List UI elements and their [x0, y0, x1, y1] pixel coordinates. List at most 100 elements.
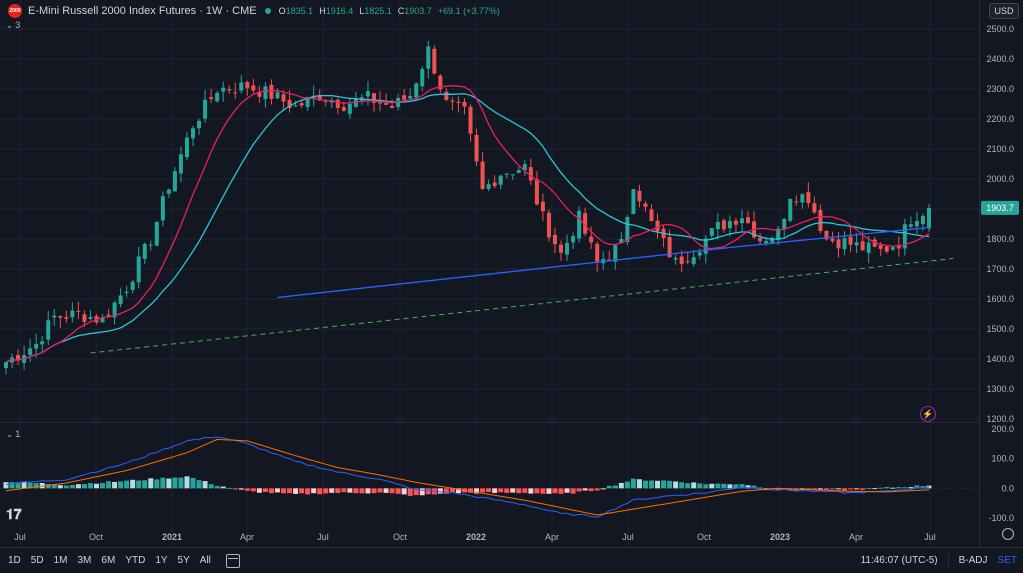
chevron-down-icon: ⌄: [5, 428, 14, 439]
indicators-toggle-button[interactable]: ⌄ 3: [5, 19, 21, 31]
price-tick-label: 1200.0: [986, 414, 1014, 424]
candle-body: [438, 75, 443, 90]
candle-body: [227, 89, 232, 91]
candle-body: [914, 221, 919, 227]
macd-histogram-bar: [842, 488, 848, 491]
macd-histogram-bar: [148, 478, 154, 489]
macd-histogram-bar: [823, 488, 829, 490]
macd-histogram-bar: [540, 488, 546, 494]
symbol-title[interactable]: E-Mini Russell 2000 Index Futures · 1W ·…: [28, 5, 257, 17]
range-button-5y[interactable]: 5Y: [177, 555, 190, 566]
range-button-1y[interactable]: 1Y: [155, 555, 168, 566]
range-button-6m[interactable]: 6M: [101, 555, 116, 566]
candle-body: [293, 105, 298, 107]
macd-histogram-bar: [576, 488, 582, 492]
range-button-1d[interactable]: 1D: [8, 555, 21, 566]
currency-selector[interactable]: USD: [989, 3, 1019, 19]
pane-separator[interactable]: [0, 422, 979, 423]
macd-histogram-bar: [655, 480, 661, 489]
macd-histogram-bar: [81, 484, 87, 489]
macd-histogram-bar: [214, 485, 220, 489]
price-axis[interactable]: 2500.02400.02300.02200.02100.02000.01900…: [981, 24, 1019, 424]
macd-histogram-bar: [226, 487, 232, 489]
candle-body: [667, 236, 672, 258]
open-value: 1835.1: [285, 6, 314, 16]
symbol-logo-icon[interactable]: 2000: [8, 4, 22, 18]
macd-histogram-bar: [890, 487, 896, 489]
session-toggle[interactable]: SET: [997, 555, 1017, 566]
candle-body: [758, 237, 763, 242]
macd-histogram-bar: [281, 488, 287, 494]
candle-body: [673, 258, 678, 260]
candle-body: [184, 137, 189, 158]
badj-toggle[interactable]: B-ADJ: [958, 555, 988, 566]
candle-body: [4, 362, 8, 369]
tradingview-logo-icon[interactable]: 𝟏𝟕: [6, 506, 22, 522]
candle-body: [82, 314, 87, 322]
range-button-ytd[interactable]: YTD: [125, 555, 146, 566]
macd-histogram-bar: [9, 482, 15, 489]
macd-histogram-bar: [661, 480, 667, 489]
macd-histogram-bar: [407, 488, 413, 496]
range-button-all[interactable]: All: [199, 555, 211, 566]
macd-histogram-bar: [805, 488, 811, 490]
macd-histogram-bar: [274, 488, 280, 493]
candle-body: [607, 259, 612, 261]
macd-histogram-bar: [926, 485, 932, 489]
candle-body: [920, 215, 925, 225]
lightning-icon[interactable]: ⚡: [920, 406, 936, 422]
candle-body: [444, 91, 449, 101]
range-button-5d[interactable]: 5D: [30, 555, 44, 566]
candle-body: [589, 236, 594, 243]
clock-time[interactable]: 11:46:07 (UTC-5): [860, 555, 938, 566]
macd-indicators-toggle-button[interactable]: ⌄ 1: [5, 428, 21, 440]
candle-body: [522, 164, 527, 171]
calendar-icon[interactable]: [225, 553, 240, 568]
candle-body: [498, 175, 503, 185]
macd-histogram-bar: [697, 483, 703, 489]
market-status-icon[interactable]: [264, 8, 271, 14]
macd-histogram-bar: [124, 480, 130, 489]
macd-histogram-bar: [829, 488, 835, 490]
candle-body: [178, 154, 183, 174]
candle-body: [770, 238, 775, 243]
candle-body: [408, 95, 413, 99]
macd-histogram-bar: [612, 485, 618, 489]
macd-histogram-bar: [413, 488, 419, 496]
gear-icon[interactable]: [1002, 528, 1014, 540]
macd-histogram-bar: [353, 488, 359, 494]
candle-body: [727, 221, 732, 229]
range-button-3m[interactable]: 3M: [77, 555, 92, 566]
macd-histogram-bar: [872, 488, 878, 490]
candle-body: [794, 201, 799, 203]
macd-histogram-bar: [190, 477, 196, 489]
candle-body: [927, 207, 931, 229]
macd-histogram-bar: [455, 488, 461, 494]
macd-axis[interactable]: 200.0 100.0 0.0 -100.0: [988, 424, 1014, 523]
candle-body: [281, 94, 286, 102]
price-tick-label: 1600.0: [986, 294, 1014, 304]
macd-histogram-bar: [419, 488, 425, 496]
macd-histogram-bar: [389, 488, 395, 494]
candle-body: [721, 220, 726, 230]
candle-body: [420, 68, 425, 87]
macd-histogram-bar: [715, 483, 721, 489]
candle-body: [848, 236, 853, 245]
macd-histogram-bar: [449, 488, 455, 493]
ohlc-values: O1835.1 H1916.4 L1825.1 C1903.7 +69.1 (+…: [278, 6, 500, 16]
candle-body: [902, 224, 907, 249]
macd-histogram-bar: [268, 488, 274, 494]
status-area: 11:46:07 (UTC-5) B-ADJ SET: [860, 553, 1017, 568]
candle-body: [577, 210, 582, 239]
range-button-1m[interactable]: 1M: [53, 555, 68, 566]
candle-body: [546, 212, 551, 238]
price-tick-label: 2100.0: [986, 144, 1014, 154]
macd-histogram-bar: [33, 483, 39, 489]
macd-histogram-bar: [311, 488, 317, 494]
macd-histogram-bar: [172, 477, 178, 489]
macd-histogram-bar: [262, 488, 268, 493]
time-axis[interactable]: Jul Oct 2021 Apr Jul Oct 2022 Apr Jul Oct 2023 Apr J…: [14, 532, 936, 542]
macd-histogram-bar: [160, 477, 166, 489]
macd-histogram-bar: [878, 487, 884, 489]
